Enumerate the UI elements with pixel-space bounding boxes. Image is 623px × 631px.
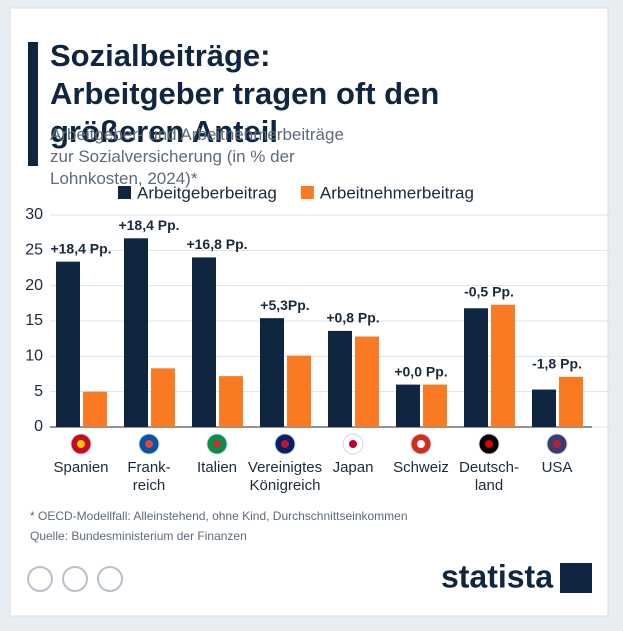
bar <box>396 384 420 427</box>
bar <box>328 330 352 427</box>
legend-label: Arbeitgeberbeitrag <box>137 183 277 202</box>
x-tick-label: Vereinigtes Königreich <box>248 459 322 494</box>
flag-detail <box>417 440 425 448</box>
y-tick-label: 15 <box>25 312 43 329</box>
x-tick-label: Japan <box>333 459 374 476</box>
bar <box>287 355 311 427</box>
flag-detail <box>213 440 221 448</box>
x-tick-label: Schweiz <box>393 459 449 476</box>
legend-swatch <box>300 186 314 199</box>
legend-swatch <box>118 186 131 199</box>
flag-detail <box>485 440 493 448</box>
annotation: +5,3Pp. <box>260 297 309 313</box>
footnote: * OECD-Modellfall: Alleinstehend, ohne K… <box>30 509 408 523</box>
legend-label: Arbeitnehmerbeitrag <box>320 183 474 202</box>
flag-detail <box>281 440 289 448</box>
bar <box>151 368 175 427</box>
flag-detail <box>553 440 561 448</box>
chart-subtitle: Arbeitgeber- und Arbeitnehmerbeiträge zur… <box>50 125 344 188</box>
source: Quelle: Bundesministerium der Finanzen <box>30 529 247 543</box>
annotation: -1,8 Pp. <box>532 356 582 372</box>
license-icons <box>27 566 123 592</box>
bar <box>464 308 488 427</box>
title-bar <box>28 42 38 166</box>
y-tick-label: 0 <box>34 418 43 435</box>
bar <box>423 384 447 427</box>
annotation: -0,5 Pp. <box>464 283 514 299</box>
x-tick-label: Deutsch-land <box>459 459 519 494</box>
x-tick-label: USA <box>542 459 573 476</box>
annotation: +16,8 Pp. <box>186 236 247 252</box>
bar <box>532 389 556 427</box>
chart-title: Sozialbeiträge: Arbeitgeber tragen oft de… <box>50 38 439 149</box>
bar <box>56 261 80 427</box>
y-tick-label: 10 <box>25 348 43 365</box>
x-tick-label: Italien <box>197 459 237 476</box>
logo-mark <box>560 563 592 593</box>
annotation: +0,8 Pp. <box>326 310 379 326</box>
flag-detail <box>77 440 85 448</box>
bar <box>192 257 216 427</box>
annotation: +18,4 Pp. <box>50 240 111 256</box>
y-tick-label: 30 <box>25 206 43 223</box>
bar <box>260 318 284 427</box>
bar <box>355 336 379 427</box>
annotation: +18,4 Pp. <box>118 217 179 233</box>
annotation: +0,0 Pp. <box>394 363 447 379</box>
bar <box>491 304 515 427</box>
flag-detail <box>145 440 153 448</box>
y-tick-label: 5 <box>34 383 43 400</box>
bar <box>83 391 107 427</box>
logo: statista <box>441 558 553 594</box>
x-tick-label: Spanien <box>53 459 108 476</box>
flag-detail <box>349 440 357 448</box>
bar <box>219 376 243 427</box>
bar <box>124 238 148 427</box>
x-tick-label: Frank-reich <box>127 459 170 494</box>
y-tick-label: 25 <box>25 242 43 259</box>
bar <box>559 376 583 427</box>
y-tick-label: 20 <box>25 277 43 294</box>
